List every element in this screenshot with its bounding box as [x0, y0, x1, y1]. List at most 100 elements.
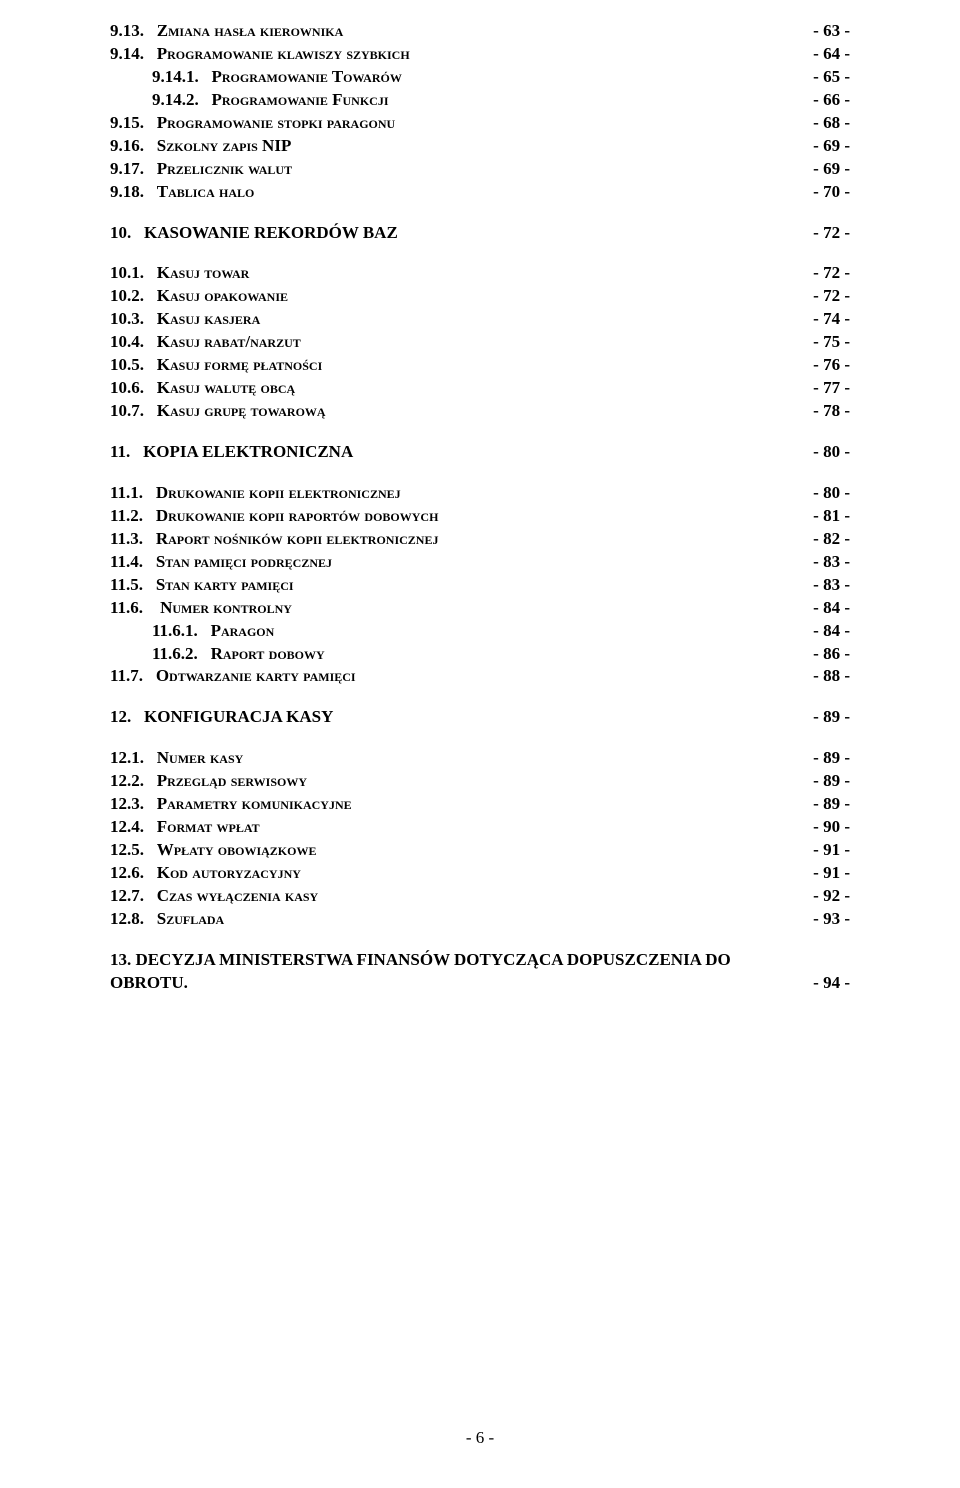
spacer	[110, 729, 850, 747]
toc-number: 12.5.	[110, 839, 157, 862]
page-footer: - 6 -	[0, 1428, 960, 1448]
toc-title: Przelicznik walut	[157, 158, 292, 181]
toc-entry-line: 12.8. Szuflada- 93 -	[110, 908, 850, 931]
toc-number: 12.	[110, 706, 144, 729]
toc-entry-line: 10.1. Kasuj towar- 72 -	[110, 262, 850, 285]
toc-entry-line: 11.4. Stan pamięci podręcznej - 83 -	[110, 551, 850, 574]
spacer	[110, 931, 850, 949]
spacer	[110, 688, 850, 706]
toc-entry-line: 9.17. Przelicznik walut - 69 -	[110, 158, 850, 181]
toc-entry-line: 11.6.1. Paragon- 84 -	[110, 620, 850, 643]
toc-number: 12.3.	[110, 793, 157, 816]
toc-page-ref: - 74 -	[813, 308, 850, 331]
toc-page-ref: - 82 -	[813, 528, 850, 551]
toc-title: Szkolny zapis NIP	[157, 135, 292, 158]
toc-page-ref: - 78 -	[813, 400, 850, 423]
toc-page-ref: - 81 -	[813, 505, 850, 528]
toc-number: 9.13.	[110, 20, 157, 43]
toc-number: 9.14.1.	[152, 66, 212, 89]
toc-title: . DECYZJA MINISTERSTWA FINANSÓW DOTYCZĄC…	[127, 949, 731, 972]
toc-number: 11.4.	[110, 551, 156, 574]
spacer	[110, 244, 850, 262]
toc-number: 10.3.	[110, 308, 157, 331]
toc-title: Drukowanie kopii elektronicznej	[156, 482, 401, 505]
toc-title: Tablica halo	[157, 181, 255, 204]
toc-page-ref: - 88 -	[813, 665, 850, 688]
toc-page-ref: - 72 -	[813, 285, 850, 308]
toc-page-ref: - 89 -	[813, 706, 850, 729]
spacer	[110, 464, 850, 482]
toc-title: Programowanie stopki paragonu	[157, 112, 395, 135]
toc-section-line: 10. KASOWANIE REKORDÓW BAZ- 72 -	[110, 222, 850, 245]
toc-number: 9.17.	[110, 158, 157, 181]
toc-number: 9.18.	[110, 181, 157, 204]
toc-page-ref: - 84 -	[813, 620, 850, 643]
toc-page-ref: - 86 -	[813, 643, 850, 666]
toc-page-ref: - 91 -	[813, 839, 850, 862]
toc-page-ref: - 83 -	[813, 574, 850, 597]
toc-entry-line: 11.2. Drukowanie kopii raportów dobowych…	[110, 505, 850, 528]
toc-title: Przegląd serwisowy	[157, 770, 307, 793]
toc-number: 10.4.	[110, 331, 157, 354]
toc-entry-line: 12.2. Przegląd serwisowy- 89 -	[110, 770, 850, 793]
toc-page-ref: - 89 -	[813, 747, 850, 770]
spacer	[110, 204, 850, 222]
toc-title: Kasuj towar	[157, 262, 250, 285]
toc-number: 10.	[110, 222, 144, 245]
toc-title: Kod autoryzacyjny	[157, 862, 301, 885]
toc-title: Kasuj rabat/narzut	[157, 331, 301, 354]
toc-title: Numer kasy	[157, 747, 244, 770]
toc-title: Wpłaty obowiązkowe	[157, 839, 317, 862]
toc-title: Kasuj opakowanie	[157, 285, 288, 308]
toc-number: 9.14.	[110, 43, 157, 66]
toc-title: KOPIA ELEKTRONICZNA	[143, 441, 353, 464]
toc-number: 9.15.	[110, 112, 157, 135]
toc-title: KASOWANIE REKORDÓW BAZ	[144, 222, 398, 245]
toc-page-ref: - 64 -	[813, 43, 850, 66]
toc-page-ref: - 90 -	[813, 816, 850, 839]
toc-number: 12.7.	[110, 885, 157, 908]
toc-number: 11.6.	[110, 597, 156, 620]
toc-page-ref: - 84 -	[813, 597, 850, 620]
toc-entry-line: 9.13. Zmiana hasła kierownika- 63 -	[110, 20, 850, 43]
toc-page-ref: - 72 -	[813, 262, 850, 285]
toc-number: 11.2.	[110, 505, 156, 528]
toc-page-ref: - 91 -	[813, 862, 850, 885]
toc-title: Programowanie klawiszy szybkich	[157, 43, 410, 66]
toc-page-ref: - 77 -	[813, 377, 850, 400]
toc-title: Parametry komunikacyjne	[157, 793, 352, 816]
toc-page-ref: - 76 -	[813, 354, 850, 377]
toc-section-line: 12. KONFIGURACJA KASY - 89 -	[110, 706, 850, 729]
toc-entry-line: 12.1. Numer kasy- 89 -	[110, 747, 850, 770]
toc-entry-line: 11.5. Stan karty pamięci- 83 -	[110, 574, 850, 597]
toc-page-ref: - 92 -	[813, 885, 850, 908]
toc-title: Raport dobowy	[211, 643, 325, 666]
toc-entry-line: 12.3. Parametry komunikacyjne - 89 -	[110, 793, 850, 816]
toc-number: 11.7.	[110, 665, 156, 688]
toc-page-ref: - 68 -	[813, 112, 850, 135]
toc-entry-line: 10.4. Kasuj rabat/narzut- 75 -	[110, 331, 850, 354]
toc-entry-line: 12.6. Kod autoryzacyjny- 91 -	[110, 862, 850, 885]
toc-entry-line: 11.6.2. Raport dobowy- 86 -	[110, 643, 850, 666]
toc-number: 13	[110, 949, 127, 972]
toc-page-ref: - 69 -	[813, 135, 850, 158]
toc-title: OBROTU.	[110, 972, 188, 995]
toc-entry-line: 9.14. Programowanie klawiszy szybkich - 6…	[110, 43, 850, 66]
toc-title: KONFIGURACJA KASY	[144, 706, 333, 729]
toc-title: Kasuj formę płatności	[157, 354, 323, 377]
toc-title: Programowanie Towarów	[212, 66, 402, 89]
table-of-contents: 9.13. Zmiana hasła kierownika- 63 -9.14.…	[110, 20, 850, 949]
toc-entry-line: 11.6. Numer kontrolny - 84 -	[110, 597, 850, 620]
toc-title: Programowanie Funkcji	[212, 89, 389, 112]
toc-page-ref: - 89 -	[813, 793, 850, 816]
toc-number: 11.5.	[110, 574, 156, 597]
toc-entry-line: 9.18. Tablica halo- 70 -	[110, 181, 850, 204]
toc-title: Stan pamięci podręcznej	[156, 551, 332, 574]
toc-number: 10.5.	[110, 354, 157, 377]
toc-page-ref: - 69 -	[813, 158, 850, 181]
toc-title: Format wpłat	[157, 816, 260, 839]
toc-title: Numer kontrolny	[156, 597, 292, 620]
toc-entry-line: 12.5. Wpłaty obowiązkowe - 91 -	[110, 839, 850, 862]
toc-page-ref: - 83 -	[813, 551, 850, 574]
toc-page-ref: - 80 -	[813, 482, 850, 505]
